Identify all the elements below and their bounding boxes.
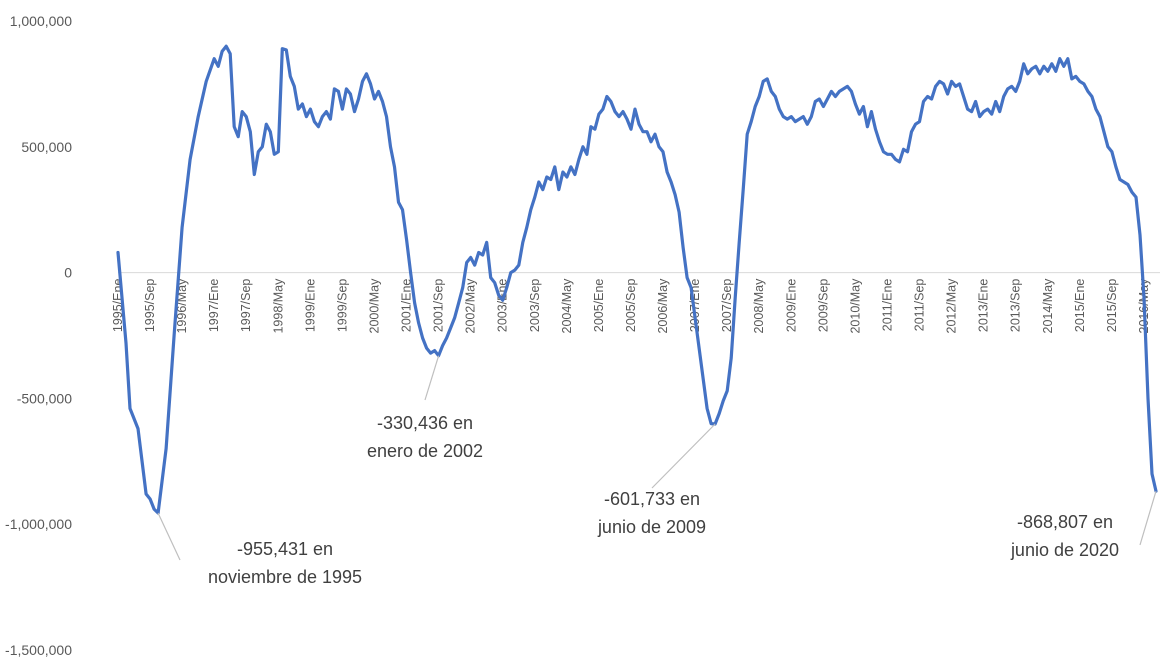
x-tick-label: 2001/Sep <box>432 279 446 333</box>
y-axis: 1,000,000 500,000 0 -500,000 -1,000,000 -1,50… <box>5 13 72 658</box>
y-tick-label: -1,000,000 <box>5 516 72 532</box>
x-tick-label: 2005/Ene <box>592 279 606 333</box>
x-tick-label: 2001/Ene <box>400 279 414 333</box>
x-tick-label: 2015/Sep <box>1105 279 1119 333</box>
x-tick-label: 2010/May <box>848 278 862 334</box>
x-tick-label: 1995/Sep <box>143 279 157 333</box>
x-tick-label: 2003/Sep <box>528 279 542 333</box>
x-tick-label: 1998/May <box>271 278 285 334</box>
annotation-date: noviembre de 1995 <box>208 567 362 587</box>
annotation-value: -601,733 en <box>604 489 700 509</box>
annotation-value: -868,807 en <box>1017 512 1113 532</box>
x-tick-label: 1999/Ene <box>303 279 317 333</box>
y-tick-label: 500,000 <box>21 139 72 155</box>
annotation-date: enero de 2002 <box>367 441 483 461</box>
x-tick-label: 1999/Sep <box>335 279 349 333</box>
annotation-leader-line <box>424 355 440 401</box>
x-tick-label: 2009/Sep <box>816 279 830 333</box>
x-tick-label: 1997/Ene <box>207 279 221 333</box>
x-tick-label: 2014/May <box>1041 278 1055 334</box>
annotation-leader-line <box>157 512 181 561</box>
series-line <box>116 44 1158 515</box>
x-axis: 1995/Ene 1995/Sep 1996/May 1997/Ene 1997/Sep… <box>111 278 1151 334</box>
x-tick-label: 2008/May <box>752 278 766 334</box>
annotation-leader-line <box>651 423 716 489</box>
x-tick-label: 2011/Sep <box>913 279 927 332</box>
annotation-date: junio de 2020 <box>1010 540 1119 560</box>
annotation-leader-line <box>1139 491 1157 546</box>
x-tick-label: 2011/Ene <box>880 279 894 332</box>
annotation-date: junio de 2009 <box>597 517 706 537</box>
x-tick-label: 2000/May <box>367 278 381 334</box>
x-tick-label: 2004/May <box>560 278 574 334</box>
annotation-value: -955,431 en <box>237 539 333 559</box>
x-tick-label: 1997/Sep <box>239 279 253 333</box>
x-tick-label: 2002/May <box>464 278 478 334</box>
x-tick-label: 2006/May <box>656 278 670 334</box>
x-tick-label: 2013/Sep <box>1009 279 1023 333</box>
x-tick-label: 2009/Ene <box>784 279 798 333</box>
annotation-layer: -955,431 en noviembre de 1995 -330,436 en e… <box>157 355 1157 587</box>
x-tick-label: 2013/Ene <box>977 279 991 333</box>
x-tick-label: 2015/Ene <box>1073 279 1087 333</box>
series-layer <box>116 44 1158 515</box>
y-tick-label: 1,000,000 <box>10 13 72 29</box>
y-tick-label: 0 <box>64 265 72 281</box>
y-tick-label: -500,000 <box>17 390 72 406</box>
x-tick-label: 2007/Sep <box>720 279 734 333</box>
y-tick-label: -1,500,000 <box>5 642 72 658</box>
x-tick-label: 2012/May <box>945 278 959 334</box>
annotation-value: -330,436 en <box>377 413 473 433</box>
x-tick-label: 2005/Sep <box>624 279 638 333</box>
